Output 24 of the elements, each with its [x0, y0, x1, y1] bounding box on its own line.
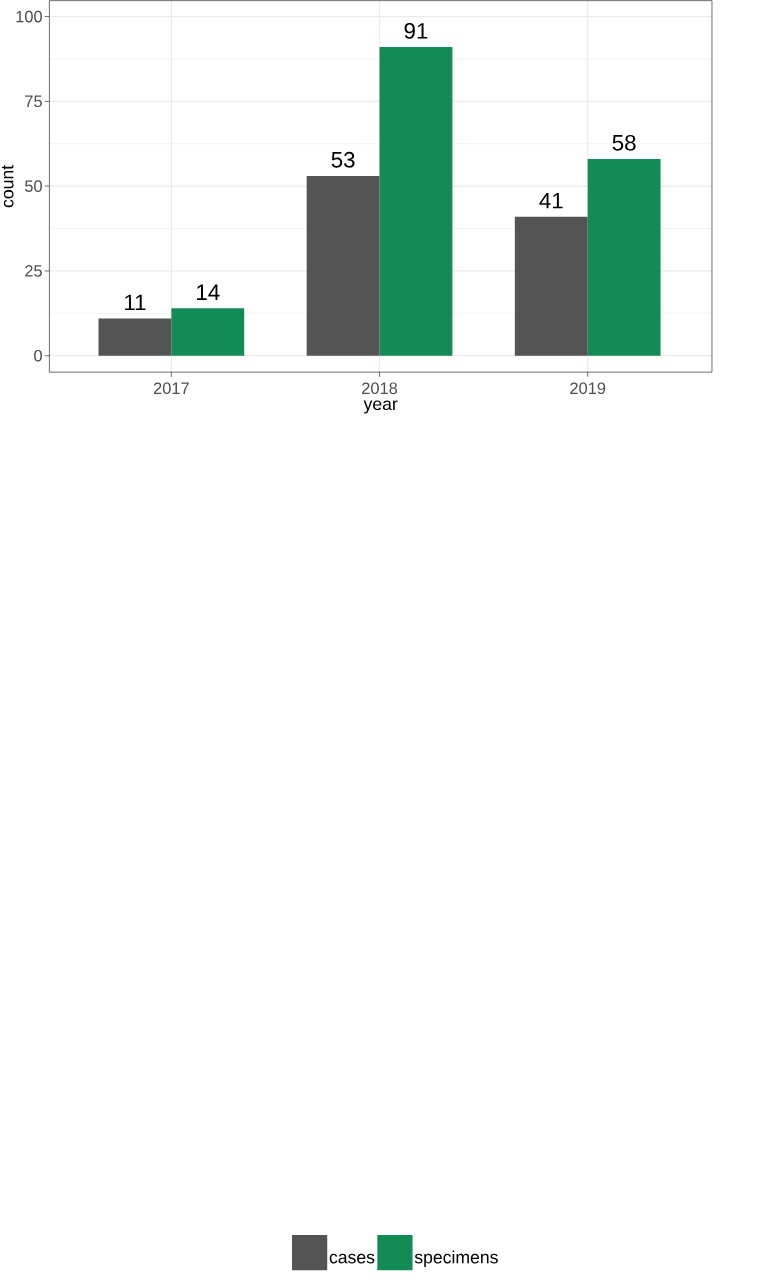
- y-tick-label: 0: [33, 349, 42, 362]
- legend-label: specimens: [414, 1250, 498, 1267]
- y-tick-label: 100: [16, 10, 42, 23]
- bar: [514, 216, 588, 356]
- bar: [171, 308, 245, 356]
- bar: [379, 47, 453, 356]
- x-axis-title: year: [363, 400, 398, 414]
- bar: [98, 318, 172, 356]
- y-tick-label: 25: [24, 265, 42, 277]
- bar: [306, 175, 380, 356]
- x-tick-label: 2017: [153, 382, 189, 395]
- y-tick-label: 50: [24, 180, 42, 192]
- data-label: 53: [331, 151, 355, 168]
- x-tick-label: 2019: [570, 382, 605, 395]
- y-axis-title: count: [1, 165, 14, 208]
- bar: [587, 159, 661, 356]
- data-label: 91: [404, 22, 428, 39]
- data-label: 11: [124, 294, 146, 311]
- data-label: 41: [539, 192, 563, 209]
- x-tick-label: 2018: [361, 382, 397, 395]
- legend-label: cases: [329, 1253, 375, 1264]
- data-label: 14: [196, 284, 220, 300]
- y-tick-label: 75: [24, 95, 42, 108]
- data-label: 58: [612, 134, 636, 151]
